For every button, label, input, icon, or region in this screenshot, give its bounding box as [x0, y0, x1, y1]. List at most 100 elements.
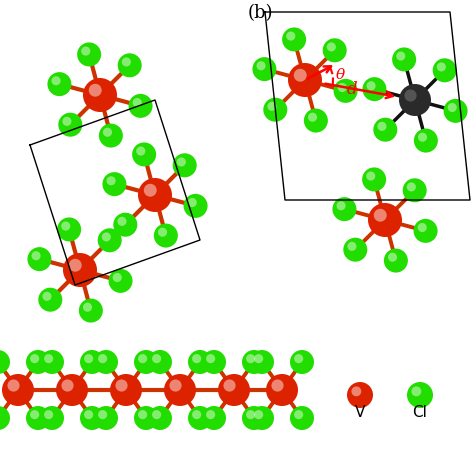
Text: (b): (b) — [248, 4, 273, 22]
Circle shape — [366, 172, 375, 181]
Circle shape — [144, 184, 157, 197]
Circle shape — [282, 27, 306, 52]
Circle shape — [418, 223, 427, 232]
Circle shape — [392, 47, 416, 72]
Circle shape — [266, 374, 298, 406]
Circle shape — [148, 350, 172, 374]
Circle shape — [323, 38, 346, 62]
Circle shape — [447, 103, 457, 112]
Circle shape — [94, 350, 118, 374]
Circle shape — [202, 406, 226, 430]
Circle shape — [374, 118, 397, 142]
Circle shape — [80, 406, 104, 430]
Circle shape — [63, 253, 97, 287]
Circle shape — [192, 410, 201, 419]
Circle shape — [98, 410, 107, 419]
Circle shape — [388, 253, 397, 262]
Circle shape — [98, 354, 107, 363]
Circle shape — [133, 98, 142, 107]
Circle shape — [294, 69, 307, 82]
Circle shape — [2, 374, 34, 406]
Circle shape — [152, 410, 161, 419]
Circle shape — [337, 201, 346, 210]
Circle shape — [256, 61, 265, 70]
Circle shape — [31, 251, 41, 260]
Circle shape — [136, 146, 146, 155]
Circle shape — [444, 99, 467, 123]
Text: d: d — [346, 81, 357, 98]
Circle shape — [47, 72, 72, 96]
Circle shape — [128, 94, 153, 118]
Circle shape — [363, 77, 386, 101]
Circle shape — [26, 406, 50, 430]
Circle shape — [286, 31, 295, 41]
Circle shape — [263, 98, 287, 122]
Circle shape — [26, 350, 50, 374]
Circle shape — [188, 198, 197, 207]
Text: V: V — [355, 405, 365, 420]
Text: Cl: Cl — [412, 405, 428, 420]
Circle shape — [40, 350, 64, 374]
Circle shape — [79, 299, 103, 323]
Circle shape — [347, 382, 373, 408]
Circle shape — [148, 406, 172, 430]
Circle shape — [27, 247, 52, 271]
Circle shape — [61, 221, 70, 231]
Circle shape — [404, 90, 417, 101]
Circle shape — [246, 354, 255, 363]
Circle shape — [368, 203, 402, 237]
Circle shape — [107, 176, 116, 185]
Circle shape — [272, 380, 283, 392]
Circle shape — [30, 354, 39, 363]
Circle shape — [202, 350, 226, 374]
Circle shape — [98, 228, 122, 252]
Circle shape — [40, 406, 64, 430]
Circle shape — [118, 53, 142, 77]
Circle shape — [116, 380, 128, 392]
Circle shape — [138, 354, 147, 363]
Circle shape — [414, 128, 438, 153]
Circle shape — [374, 209, 387, 222]
Circle shape — [206, 410, 215, 419]
Circle shape — [327, 42, 336, 52]
Circle shape — [134, 350, 158, 374]
Circle shape — [84, 410, 93, 419]
Circle shape — [418, 133, 427, 142]
Circle shape — [58, 113, 82, 137]
Circle shape — [250, 406, 274, 430]
Circle shape — [188, 350, 212, 374]
Circle shape — [134, 406, 158, 430]
Circle shape — [288, 63, 322, 97]
Circle shape — [411, 386, 421, 396]
Circle shape — [84, 354, 93, 363]
Circle shape — [81, 46, 91, 55]
Circle shape — [334, 79, 357, 103]
Circle shape — [118, 217, 127, 226]
Circle shape — [290, 406, 314, 430]
Circle shape — [154, 224, 178, 247]
Circle shape — [0, 350, 10, 374]
Circle shape — [44, 410, 53, 419]
Text: θ: θ — [336, 68, 345, 82]
Circle shape — [122, 57, 131, 66]
Circle shape — [218, 374, 250, 406]
Circle shape — [183, 194, 208, 218]
Circle shape — [407, 382, 433, 408]
Circle shape — [102, 232, 111, 241]
Circle shape — [337, 83, 347, 92]
Circle shape — [242, 406, 266, 430]
Circle shape — [188, 406, 212, 430]
Circle shape — [254, 354, 263, 363]
Circle shape — [63, 117, 72, 126]
Circle shape — [414, 219, 438, 243]
Circle shape — [399, 84, 431, 116]
Circle shape — [30, 410, 39, 419]
Circle shape — [254, 410, 263, 419]
Circle shape — [362, 167, 386, 191]
Circle shape — [56, 374, 88, 406]
Circle shape — [177, 157, 186, 166]
Circle shape — [110, 374, 142, 406]
Circle shape — [38, 288, 62, 312]
Circle shape — [242, 350, 266, 374]
Circle shape — [343, 237, 367, 262]
